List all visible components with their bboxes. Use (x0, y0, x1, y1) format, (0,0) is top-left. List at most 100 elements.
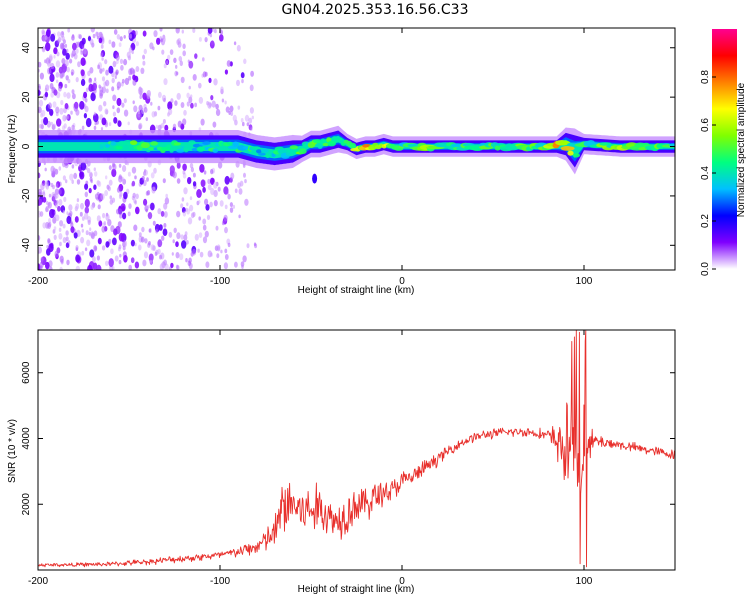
noise-speckle (167, 101, 173, 110)
noise-speckle (116, 187, 121, 193)
noise-speckle (229, 207, 234, 213)
noise-speckle (52, 123, 56, 130)
noise-speckle (159, 263, 165, 270)
noise-speckle (71, 49, 76, 57)
noise-speckle (162, 178, 166, 184)
noise-speckle (135, 66, 140, 72)
noise-speckle (59, 107, 64, 115)
noise-speckle (205, 261, 210, 269)
noise-speckle (200, 118, 205, 126)
noise-speckle (55, 60, 61, 68)
noise-speckle (50, 165, 55, 173)
noise-speckle (61, 35, 65, 42)
chart-title: GN04.2025.353.16.56.C33 (281, 2, 469, 18)
noise-speckle (84, 191, 89, 198)
noise-speckle (194, 233, 199, 241)
noise-speckle (64, 103, 69, 110)
noise-speckle (109, 195, 113, 200)
noise-speckle (53, 234, 57, 240)
noise-speckle (62, 210, 65, 214)
noise-speckle (224, 175, 230, 185)
noise-speckle (97, 204, 101, 210)
noise-speckle (53, 55, 56, 59)
noise-speckle (213, 181, 218, 189)
noise-speckle (221, 220, 225, 226)
noise-speckle (85, 117, 92, 128)
noise-speckle (103, 221, 107, 226)
noise-speckle (53, 47, 58, 55)
noise-speckle (166, 60, 169, 65)
noise-speckle (66, 259, 70, 266)
noise-speckle (237, 105, 241, 110)
noise-speckle (71, 89, 75, 94)
noise-speckle (38, 61, 42, 68)
noise-speckle (159, 254, 162, 260)
noise-speckle (140, 236, 145, 243)
ridge-blob (348, 142, 356, 149)
noise-speckle (173, 227, 177, 233)
noise-speckle (186, 101, 190, 107)
noise-speckle (99, 114, 104, 121)
ridge-blob (289, 145, 299, 150)
noise-speckle (234, 261, 238, 268)
noise-speckle (142, 259, 147, 267)
noise-speckle (127, 211, 131, 217)
noise-speckle (65, 52, 70, 60)
noise-speckle (47, 102, 52, 109)
noise-speckle (143, 198, 148, 206)
noise-speckle (233, 41, 237, 46)
noise-speckle (61, 31, 64, 36)
noise-speckle (75, 77, 79, 83)
x-tick-label: -100 (210, 276, 230, 287)
noise-speckle (47, 201, 52, 209)
noise-speckle (175, 28, 180, 33)
noise-speckle (56, 51, 60, 57)
ridge-blob (110, 141, 117, 146)
ridge-blob (285, 152, 291, 156)
noise-speckle (38, 89, 41, 96)
x-tick-label: 100 (576, 276, 593, 287)
noise-speckle (232, 204, 236, 209)
ridge-blob (258, 152, 266, 156)
spectrogram-xlabel: Height of straight line (km) (298, 285, 415, 296)
noise-speckle (41, 109, 46, 117)
noise-speckle (242, 255, 247, 263)
x-tick-label: 0 (399, 276, 405, 287)
noise-speckle (192, 74, 197, 81)
noise-speckle (108, 179, 113, 186)
noise-speckle (65, 75, 69, 81)
y-tick-label: -40 (21, 238, 32, 253)
noise-speckle (202, 186, 206, 193)
noise-speckle (215, 103, 219, 110)
noise-speckle (55, 106, 60, 114)
noise-speckle (123, 58, 128, 66)
noise-speckle (116, 97, 122, 107)
noise-speckle (213, 199, 218, 207)
noise-speckle (96, 264, 102, 270)
noise-speckle (38, 172, 41, 179)
noise-speckle (75, 254, 81, 263)
noise-speckle (123, 254, 128, 263)
noise-speckle (198, 200, 201, 204)
noise-speckle (221, 98, 225, 103)
noise-speckle (148, 253, 154, 262)
noise-speckle (189, 204, 194, 212)
ridge-blob (251, 146, 261, 150)
ridge-blob (105, 144, 110, 148)
ridge-blob (560, 146, 575, 151)
noise-speckle (253, 242, 257, 247)
noise-speckle (83, 113, 87, 119)
noise-speckle (47, 67, 52, 75)
ridge-blob (572, 153, 581, 158)
noise-speckle (100, 44, 104, 49)
noise-speckle (118, 208, 123, 216)
noise-speckle (169, 165, 175, 174)
noise-speckle (202, 218, 207, 225)
noise-speckle (48, 59, 51, 64)
noise-speckle (76, 198, 80, 203)
noise-speckle (134, 200, 137, 205)
noise-speckle (103, 101, 107, 107)
noise-speckle (163, 63, 167, 69)
noise-speckle (63, 123, 67, 129)
